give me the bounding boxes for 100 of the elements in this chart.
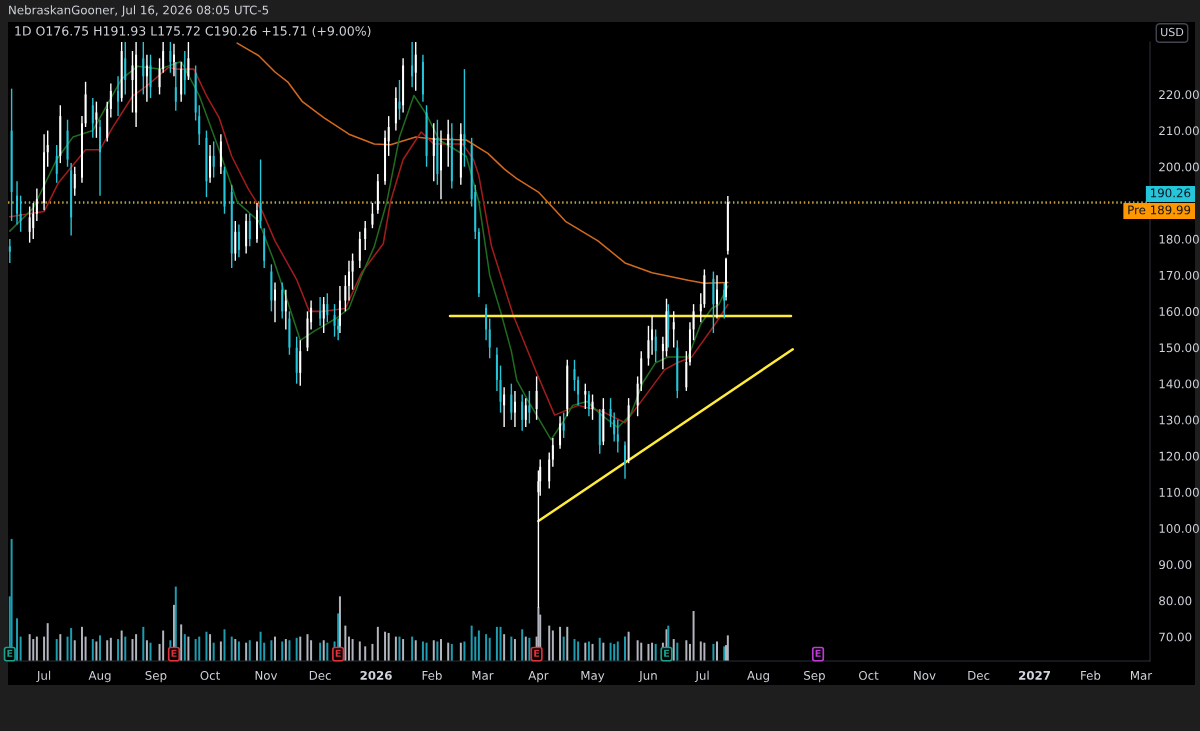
x-tick-label: Aug	[88, 671, 111, 683]
x-tick-label: Mar	[1131, 671, 1153, 680]
candlestick	[281, 281, 284, 320]
x-tick-label: Mar	[472, 671, 494, 680]
candlestick	[284, 288, 287, 331]
candlestick	[333, 303, 336, 338]
y-tick-label: 160.00	[1159, 307, 1199, 317]
candlestick	[169, 42, 172, 74]
candlestick	[499, 364, 502, 414]
candlestick	[234, 220, 237, 262]
candlestick	[551, 437, 554, 468]
candlestick	[299, 339, 302, 387]
candlestick	[661, 335, 664, 370]
candlestick	[654, 328, 657, 363]
y-tick-label: 100.00	[1159, 524, 1199, 533]
candlestick	[46, 129, 49, 168]
y-tick-label: 210.00	[1159, 126, 1199, 136]
text: NebraskanGooner, Jul 16, 2026 08:05 UTC-5	[9, 5, 269, 17]
candlestick	[521, 393, 524, 432]
x-tick-label: Aug	[747, 671, 769, 683]
candlestick	[716, 274, 719, 320]
candlestick	[559, 415, 562, 450]
candlestick	[627, 397, 630, 464]
candlestick	[149, 53, 152, 99]
candlestick	[16, 180, 19, 226]
x-tick-label: 2027	[1019, 670, 1051, 680]
candlestick	[288, 310, 291, 356]
candlestick	[703, 268, 706, 309]
x-tick-label: Nov	[914, 671, 936, 680]
y-tick-label: 70.00	[1159, 632, 1192, 642]
candlestick	[510, 382, 513, 421]
candlestick	[248, 213, 251, 247]
candlestick	[411, 42, 414, 88]
y-tick-label: 140.00	[1159, 379, 1199, 389]
candlestick	[270, 263, 273, 313]
candlestick	[636, 375, 639, 417]
y-tick-label: 80.00	[1159, 596, 1192, 606]
candlestick	[142, 42, 145, 96]
candlestick	[573, 359, 576, 392]
candlestick	[183, 50, 186, 96]
candlestick	[145, 53, 148, 103]
candlestick	[295, 335, 298, 385]
y-tick-label: 150.00	[1159, 343, 1199, 353]
x-tick-label: Oct	[859, 670, 879, 680]
y-tick-label: 220.00	[1159, 90, 1199, 100]
annotation: E	[335, 649, 341, 657]
y-tick-label: 130.00	[1159, 415, 1199, 425]
y-axis-title: USD	[1161, 27, 1184, 37]
candlestick	[562, 411, 565, 439]
candlestick	[447, 119, 450, 168]
candlestick	[587, 390, 590, 417]
candlestick	[198, 104, 201, 146]
candlestick	[212, 140, 215, 179]
candlestick	[326, 292, 329, 323]
candlestick	[577, 375, 580, 407]
candlestick	[647, 325, 650, 367]
x-tick-label: Dec	[309, 671, 331, 680]
candlestick	[66, 119, 69, 168]
candlestick	[358, 231, 361, 269]
annotation: E	[815, 649, 821, 657]
candlestick	[398, 79, 401, 121]
candlestick	[347, 260, 350, 302]
x-tick-label: Sep	[145, 670, 167, 683]
candlestick	[651, 315, 654, 356]
y-tick-label: 110.00	[1159, 487, 1199, 497]
candlestick	[131, 50, 134, 114]
y-tick-label: 200.00	[1159, 162, 1199, 172]
candlestick	[591, 393, 594, 421]
candlestick	[432, 122, 435, 182]
candlestick	[528, 390, 531, 425]
candlestick	[319, 296, 322, 327]
candlestick	[513, 390, 516, 428]
candlestick	[616, 419, 619, 454]
candlestick	[613, 411, 616, 443]
candlestick	[28, 205, 31, 244]
x-tick-label: Nov	[255, 671, 278, 680]
x-tick-label: Feb	[1081, 670, 1101, 680]
x-tick-label: Apr	[528, 671, 549, 683]
candlestick	[692, 303, 695, 341]
candlestick	[95, 100, 98, 139]
candlestick	[99, 119, 101, 197]
annotation: E	[534, 649, 540, 657]
y-tick-label: 120.00	[1159, 451, 1199, 461]
annotation: E	[7, 649, 13, 657]
candlestick	[425, 104, 428, 168]
candlestick	[109, 82, 112, 119]
candlestick	[524, 397, 527, 428]
candlestick	[172, 43, 175, 78]
candlestick	[274, 281, 276, 323]
candlestick	[699, 292, 702, 323]
candlestick	[364, 220, 367, 251]
candlestick	[439, 129, 442, 200]
x-tick-label: Jul	[36, 670, 51, 683]
candlestick	[712, 270, 715, 334]
ref-line-label: Pre 189.99	[1128, 205, 1191, 215]
candlestick	[124, 42, 127, 96]
candlestick	[117, 75, 120, 117]
candlestick	[584, 382, 587, 410]
candlestick	[351, 252, 354, 291]
x-tick-label: Sep	[804, 670, 825, 683]
